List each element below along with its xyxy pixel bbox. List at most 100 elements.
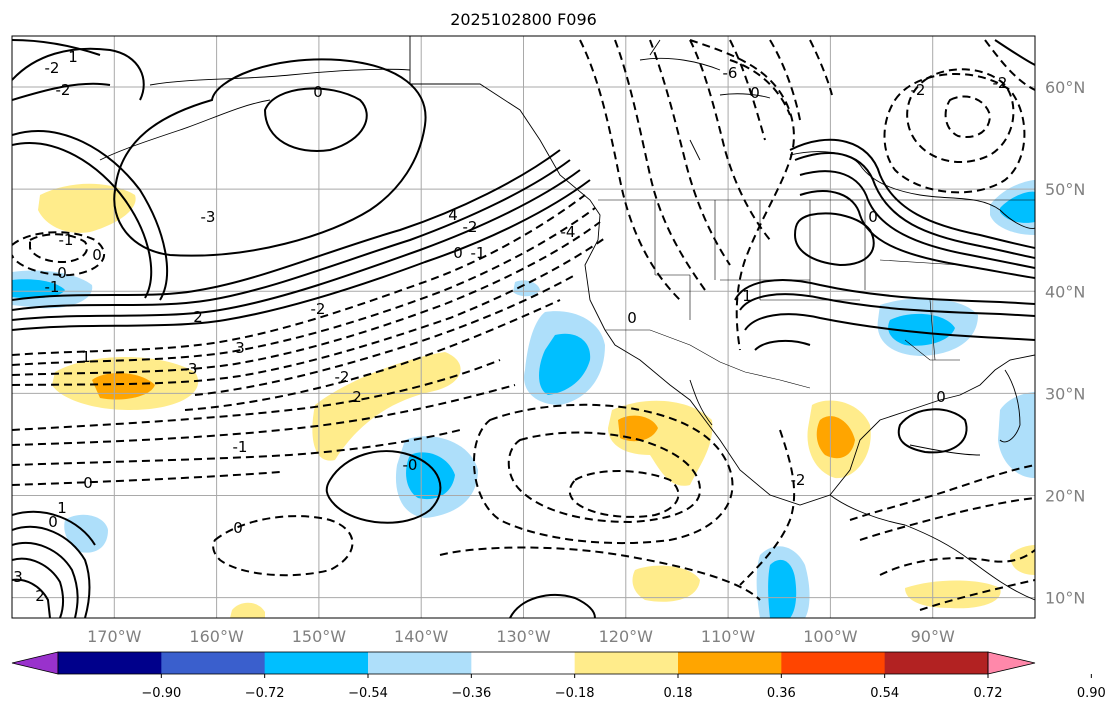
contour-label: 0 [48,513,58,531]
latitude-labels: 10°N 20°N 30°N 40°N 50°N 60°N [1045,78,1085,608]
contour-label: 4 [448,206,458,224]
shade-negative-core [539,333,591,395]
shade-positive-core [618,415,658,442]
contour-label: 0 [936,388,946,406]
contour-label: 0 [453,244,463,262]
shade-negative-core [12,279,65,299]
colorbar-segment [678,652,782,674]
coastlines [99,36,1035,601]
contour-label: 1 [81,348,91,366]
contour-label: -4 [561,223,576,241]
contour-label: -2 [463,218,478,236]
colorbar-segment [264,652,369,674]
lat-label: 30°N [1045,384,1085,403]
contour-label: -2 [911,81,926,99]
lon-label: 120°W [599,627,654,646]
shade-negative [998,392,1035,478]
colorbar-tick-label: 0.90 [1077,686,1105,701]
shade-positive-core [816,416,855,459]
shade-negative-core [406,452,455,500]
contour-label: 1 [68,48,78,66]
shade-positive [1010,545,1035,575]
map-title: 2025102800 F096 [450,10,597,29]
colorbar-extend-low [11,651,59,675]
colorbar-segment [884,652,989,674]
lon-label: 160°W [189,627,244,646]
shade-negative-core [888,313,955,346]
colorbar-tick-label: −0.90 [141,686,181,701]
contour-label: 0 [83,474,93,492]
contours-solid [12,39,1035,618]
colorbar-tick-label: 0.54 [870,686,899,701]
contour-label: -2 [791,471,806,489]
contour-label: -2 [56,81,71,99]
lon-label: 110°W [701,627,756,646]
contour-label: -2 [993,74,1008,92]
lon-label: 150°W [292,627,347,646]
contour-label: 0 [868,208,878,226]
contour-label: 2 [193,308,203,326]
contour-label: 1 [742,287,752,305]
lat-label: 10°N [1045,589,1085,608]
shade-negative-core [768,559,797,618]
shade-positive [38,183,136,233]
contour-label: -1 [45,278,60,296]
contour-label: 3 [13,568,23,586]
shade-positive [312,352,461,461]
contour-label: 0 [57,264,67,282]
shade-negative-core [1000,191,1035,223]
contour-label: -2 [335,368,350,386]
shade-positive [632,565,700,602]
lat-label: 60°N [1045,78,1085,97]
colorbar-labels: −0.90 −0.72 −0.54 −0.36 −0.18 0.18 0.36 0.54 0.7… [141,674,1105,701]
lat-label: 50°N [1045,180,1085,199]
colorbar [11,651,1036,675]
contour-label: -3 [183,360,198,378]
map-area: -21-2 0-3 4-20 -12-4-60-230-22-11-3-2-100-2… [12,36,1035,618]
lon-label: 130°W [496,627,551,646]
contours-dashed [12,39,1035,611]
contour-label: -3 [201,208,216,226]
contour-label: 1 [57,499,67,517]
shade-positive [905,580,1001,609]
contour-label: 2 [35,587,45,605]
contour-label: -2 [45,59,60,77]
contour-labels: -21-2 0-3 4-20 -12-4-60-230-22-11-3-2-100-2… [13,48,1007,605]
colorbar-segment [574,652,679,674]
lon-label: 140°W [394,627,449,646]
lat-label: 20°N [1045,486,1085,505]
colorbar-segment [781,652,886,674]
colorbar-tick-label: 0.36 [767,686,796,701]
map-frame [11,35,1036,619]
contour-label: -1 [233,438,248,456]
colorbar-tick-label: −0.54 [348,686,388,701]
contour-label: 0 [92,246,102,264]
colorbar-tick-label: −0.72 [245,686,285,701]
lon-label: 100°W [803,627,858,646]
lon-label: 170°W [87,627,142,646]
lon-label: 90°W [911,627,955,646]
colorbar-segment [161,652,266,674]
contour-label: 2 [352,388,362,406]
colorbar-segment [471,652,576,674]
contour-label: 0 [313,83,323,101]
lat-label: 40°N [1045,282,1085,301]
longitude-labels: 170°W 160°W 150°W 140°W 130°W 120°W 110°W 100°W… [87,627,955,646]
colorbar-tick-label: 0.72 [974,686,1003,701]
contour-label: -0 [403,456,418,474]
contour-label: -1 [471,244,486,262]
colorbar-segment [368,652,472,674]
contour-label: -6 [723,64,738,82]
colorbar-tick-label: −0.36 [451,686,491,701]
contour-label: 0 [627,309,637,327]
shade-positive [230,602,265,618]
colorbar-extend-high [987,651,1036,675]
contour-label: 0 [233,519,243,537]
contour-label: -1 [59,231,74,249]
colorbar-tick-label: −0.18 [555,686,595,701]
colorbar-segment [58,652,162,674]
shade-negative [513,280,540,297]
contour-label: 3 [235,339,245,357]
colorbar-tick-label: 0.18 [664,686,693,701]
